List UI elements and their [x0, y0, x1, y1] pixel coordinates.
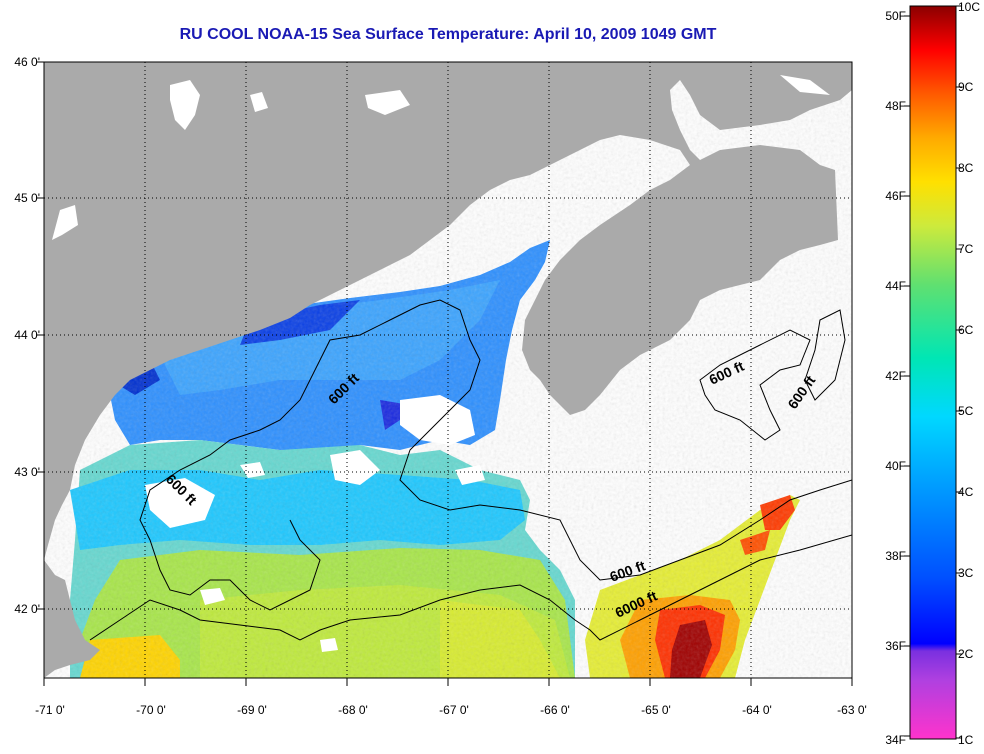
- lon-tick-label: -66 0': [540, 703, 570, 717]
- colorbar-c-label: 8C: [958, 161, 974, 175]
- colorbar-c-label: 10C: [958, 0, 981, 14]
- lakes: [52, 75, 830, 240]
- lon-tick-label: -71 0': [35, 703, 65, 717]
- lon-tick-label: -63 0': [837, 703, 867, 717]
- lat-tick-label: 46 0': [14, 55, 40, 69]
- colorbar-f-label: 34F: [885, 733, 906, 747]
- colorbar-f-label: 46F: [885, 189, 906, 203]
- colorbar-ticks: [904, 5, 962, 739]
- colorbar-c-label: 1C: [958, 733, 974, 747]
- lon-tick-label: -67 0': [439, 703, 469, 717]
- tick-marks: [36, 61, 853, 686]
- colorbar-f-label: 38F: [885, 549, 906, 563]
- colorbar-f-label: 40F: [885, 459, 906, 473]
- lon-tick-label: -69 0': [237, 703, 267, 717]
- lat-tick-label: 43 0': [14, 465, 40, 479]
- colorbar-c-label: 9C: [958, 80, 974, 94]
- lat-tick-label: 44 0': [14, 328, 40, 342]
- map-title: RU COOL NOAA-15 Sea Surface Temperature:…: [179, 26, 717, 43]
- colorbar-f-label: 42F: [885, 369, 906, 383]
- colorbar-f-label: 50F: [885, 9, 906, 23]
- colorbar-c-label: 7C: [958, 242, 974, 256]
- bathymetry-contours: [89, 299, 852, 641]
- lon-tick-label: -70 0': [136, 703, 166, 717]
- lon-tick-label: -65 0': [641, 703, 671, 717]
- colorbar-f-label: 36F: [885, 639, 906, 653]
- colorbar-f-label: 44F: [885, 279, 906, 293]
- lon-tick-label: -68 0': [338, 703, 368, 717]
- lon-tick-label: -64 0': [742, 703, 772, 717]
- graticule: [44, 62, 852, 678]
- lat-tick-label: 45 0': [14, 191, 40, 205]
- colorbar-c-label: 2C: [958, 647, 974, 661]
- colorbar-c-label: 3C: [958, 566, 974, 580]
- colorbar-f-label: 48F: [885, 99, 906, 113]
- colorbar-c-label: 4C: [958, 485, 974, 499]
- colorbar-c-label: 6C: [958, 323, 974, 337]
- lat-tick-label: 42 0': [14, 602, 40, 616]
- colorbar: [909, 5, 957, 740]
- colorbar-c-label: 5C: [958, 404, 974, 418]
